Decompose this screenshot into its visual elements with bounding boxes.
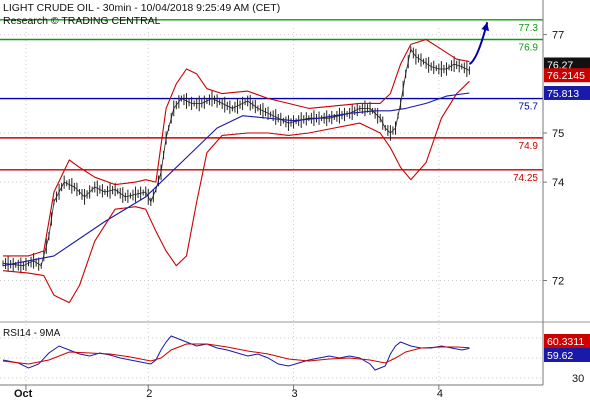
rsi-panel: 30 60.3311 59.62	[0, 322, 590, 385]
price-axis: 72 74 75 77	[542, 0, 564, 385]
forecast-arrow-head	[481, 22, 490, 32]
rsi-value-label: 59.62	[547, 350, 573, 362]
x-axis: Oct 2 3 4	[0, 384, 543, 400]
rsi-value-label: 60.3311	[547, 336, 584, 348]
level-label-support: 74.25	[513, 173, 538, 184]
price-levels: 77.3 76.9 75.7 74.9 74.25	[0, 19, 543, 184]
price-tick-label: 77	[552, 30, 564, 42]
level-label-resistance: 77.3	[519, 23, 539, 34]
rsi-axis: 30	[542, 322, 584, 385]
series-bollinger-upper	[3, 38, 470, 257]
rsi-title: RSI14 - 9MA	[3, 328, 61, 339]
chart-title: LIGHT CRUDE OIL - 30min - 10/04/2018 9:2…	[3, 2, 280, 14]
last-value-label: 75.813	[547, 88, 579, 100]
rsi-grid	[0, 337, 543, 379]
rsi-series	[2, 335, 470, 371]
level-label-resistance: 76.9	[519, 43, 539, 54]
level-label-pivot: 75.7	[519, 102, 539, 113]
series-bollinger-lower	[2, 80, 470, 304]
rsi-value-labels: 60.3311 59.62	[544, 334, 590, 362]
price-grid	[0, 28, 543, 385]
price-tick-label: 72	[552, 275, 564, 287]
last-value-box	[544, 85, 590, 100]
last-value-box	[544, 57, 590, 72]
x-tick-label: 4	[437, 388, 443, 400]
series-rsi-ma	[2, 343, 470, 365]
price-tick-label: 75	[552, 128, 564, 140]
rsi-tick-label: 30	[572, 373, 584, 385]
series-moving-average	[2, 92, 470, 267]
level-label-support: 74.9	[519, 141, 539, 152]
x-tick-label: 2	[146, 388, 152, 400]
last-value-box	[544, 68, 590, 83]
chart-subtitle: Research © TRADING CENTRAL	[3, 15, 161, 27]
rsi-value-box	[544, 334, 590, 348]
series-price	[2, 48, 470, 267]
price-series	[2, 22, 490, 304]
x-tick-label: 3	[292, 388, 298, 400]
last-value-label: 76.2145	[547, 70, 585, 82]
rsi-value-box	[544, 348, 590, 362]
series-rsi	[2, 335, 470, 371]
x-tick-label: Oct	[14, 388, 33, 400]
price-tick-label: 74	[552, 177, 564, 189]
